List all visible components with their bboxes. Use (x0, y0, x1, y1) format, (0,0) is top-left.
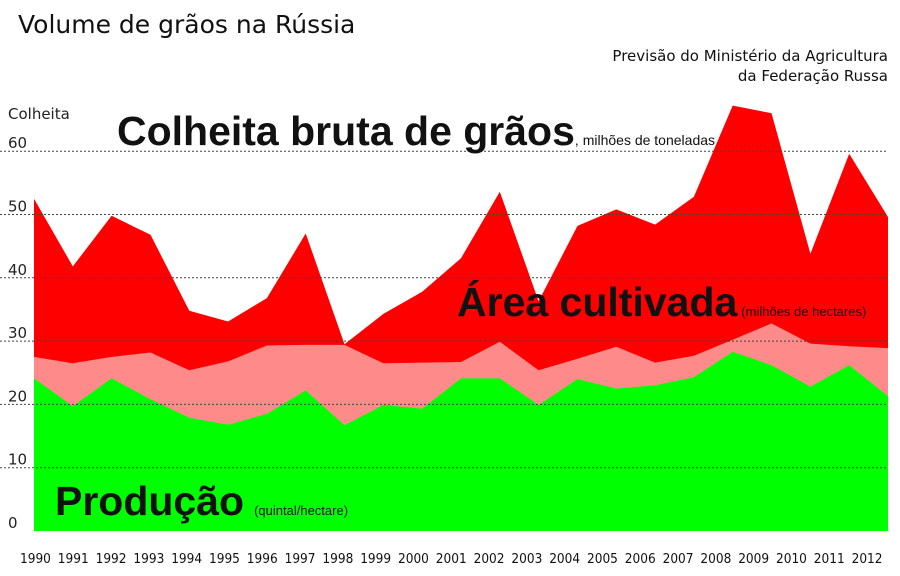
x-tick-label: 1991 (58, 551, 89, 567)
x-tick-label: 2006 (625, 551, 656, 567)
x-tick-label: 2009 (738, 551, 769, 567)
y-axis-label: Colheita (8, 105, 70, 123)
x-tick-label: 2010 (776, 551, 807, 567)
y-axis-ticks: 0 10 20 30 40 50 60 (8, 134, 27, 532)
y-tick-label: 0 (8, 514, 18, 532)
x-tick-label: 1996 (247, 551, 278, 567)
x-tick-label: 1998 (322, 551, 353, 567)
annotation-area-unit: (milhões de hectares) (741, 304, 866, 319)
source-line-2: da Federação Russa (737, 67, 888, 85)
x-tick-label: 1992 (96, 551, 127, 567)
source-note: Previsão do Ministério da Agricultura da… (612, 46, 888, 86)
annotation-harvest: Colheita bruta de grãos, milhões de tone… (117, 108, 715, 154)
annotation-area: Área cultivada (milhões de hectares) (457, 279, 866, 325)
y-tick-label: 50 (8, 198, 27, 216)
x-tick-label: 1995 (209, 551, 240, 567)
x-tick-label: 2004 (549, 551, 580, 567)
x-tick-label: 1999 (360, 551, 391, 567)
x-axis-ticks: 1990 1991 1992 1993 1994 1995 1996 1997 1998 1999… (20, 551, 883, 567)
y-tick-label: 30 (8, 324, 27, 342)
x-tick-label: 2003 (511, 551, 542, 567)
annotation-production: Produção (quintal/hectare) (55, 478, 348, 524)
annotation-area-label: Área cultivada (457, 279, 738, 325)
x-tick-label: 1993 (133, 551, 164, 567)
area-layers (34, 105, 888, 531)
x-tick-label: 2000 (398, 551, 429, 567)
source-line-1: Previsão do Ministério da Agricultura (612, 47, 888, 65)
x-tick-label: 2005 (587, 551, 618, 567)
annotation-harvest-unit: , milhões de toneladas (575, 132, 715, 148)
x-tick-label: 2001 (436, 551, 467, 567)
x-tick-label: 1990 (20, 551, 51, 567)
annotation-production-label: Produção (55, 478, 244, 524)
y-tick-label: 40 (8, 261, 27, 279)
y-tick-label: 60 (8, 134, 27, 152)
x-tick-label: 2011 (814, 551, 845, 567)
y-tick-label: 10 (8, 451, 27, 469)
gridlines (0, 150, 888, 469)
x-tick-label: 2002 (474, 551, 505, 567)
x-tick-label: 2008 (700, 551, 731, 567)
y-tick-label: 20 (8, 387, 27, 405)
annotation-harvest-label: Colheita bruta de grãos (117, 108, 575, 154)
annotation-production-unit: (quintal/hectare) (254, 503, 348, 518)
area-series-3 (34, 351, 888, 531)
x-tick-label: 2012 (852, 551, 883, 567)
x-tick-label: 1994 (171, 551, 202, 567)
x-tick-label: 2007 (663, 551, 694, 567)
chart-title: Volume de grãos na Rússia (18, 10, 356, 39)
x-tick-label: 1997 (285, 551, 316, 567)
